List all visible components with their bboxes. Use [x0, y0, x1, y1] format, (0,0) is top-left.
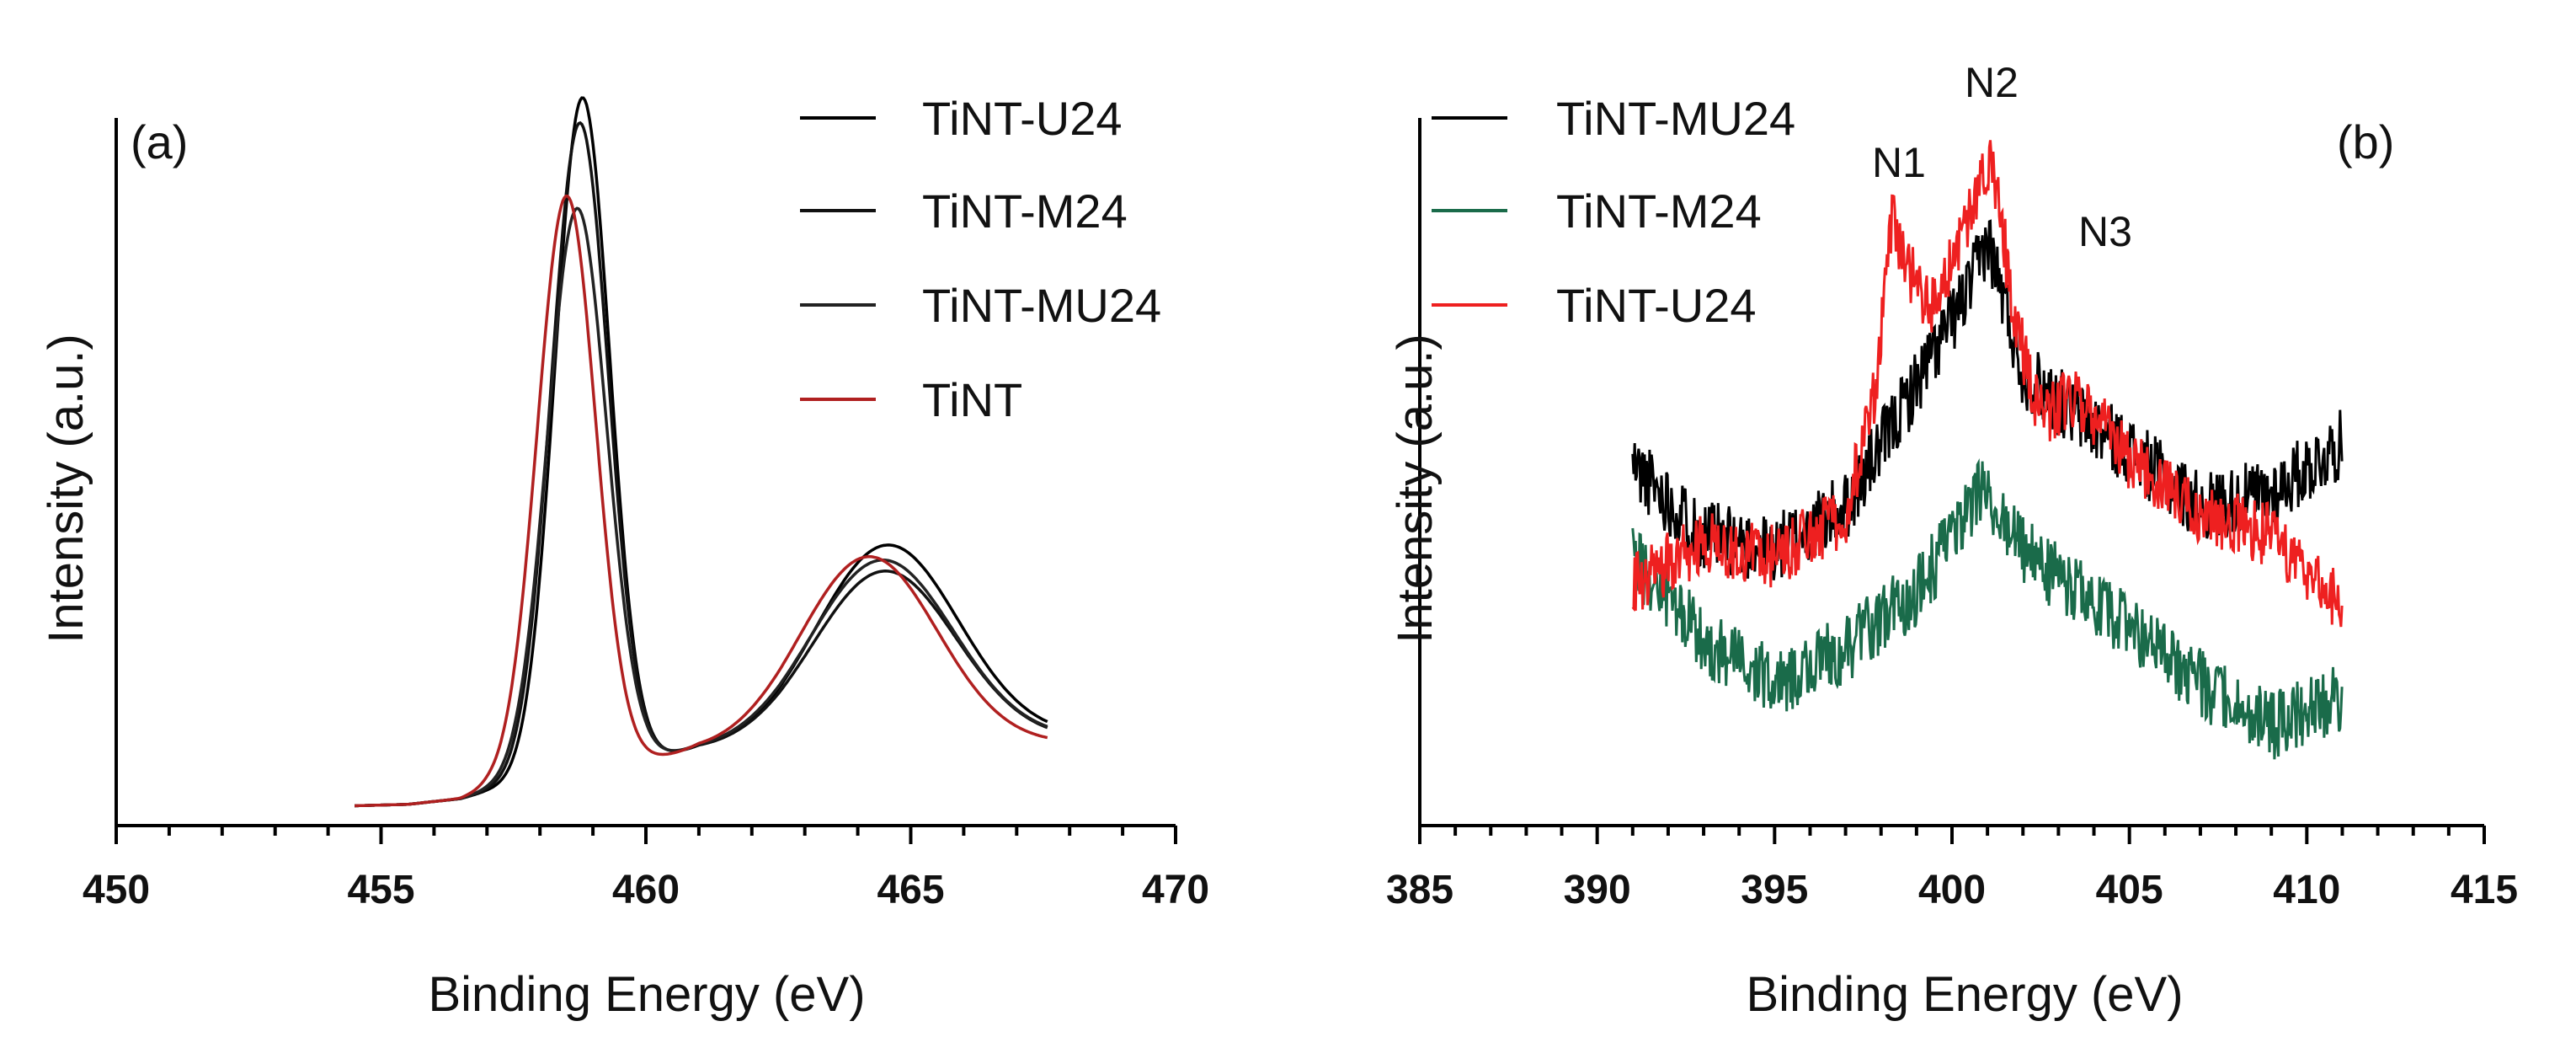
panel-a-series	[355, 96, 1048, 808]
annotation-n2: N2	[1965, 59, 2019, 106]
panel-b: 385 390 395 400 405 410 415 (b) Binding Energy…	[1386, 59, 2518, 1022]
x-tick-label: 450	[83, 868, 150, 912]
x-tick-label: 400	[1918, 868, 1986, 912]
legend-label-tint-u24-b: TiNT-U24	[1556, 279, 1757, 332]
x-tick-label: 460	[612, 868, 680, 912]
x-tick-label: 465	[877, 868, 944, 912]
annotation-n1: N1	[1872, 139, 1926, 186]
legend-label-tint: TiNT	[922, 373, 1022, 426]
legend-label-tint-m24-b: TiNT-M24	[1556, 184, 1762, 238]
panel-a-label: (a)	[131, 115, 188, 168]
panel-b-label: (b)	[2337, 115, 2394, 168]
panel-b-ylabel: Intensity (a.u.)	[1388, 334, 1443, 643]
x-tick-label: 410	[2273, 868, 2340, 912]
x-tick-label: 405	[2096, 868, 2163, 912]
legend-label-tint-m24: TiNT-M24	[922, 184, 1128, 238]
series-line-tint-mu24-b	[1631, 219, 2344, 580]
panel-a-legend: TiNT-U24 TiNT-M24 TiNT-MU24 TiNT	[800, 92, 1161, 426]
panel-a-ylabel: Intensity (a.u.)	[39, 334, 93, 643]
x-tick-label: 395	[1741, 868, 1808, 912]
legend-label-tint-mu24-b: TiNT-MU24	[1556, 92, 1795, 145]
panel-a: 450 455 460 465 470 (a) Binding Energy (eV) …	[39, 92, 1209, 1022]
series-line-tint-m24-b	[1631, 457, 2344, 760]
panel-a-xlabel: Binding Energy (eV)	[428, 967, 865, 1022]
panel-b-axes: 385 390 395 400 405 410 415	[1386, 118, 2518, 912]
legend-label-tint-u24: TiNT-U24	[922, 92, 1123, 145]
series-line-tint	[355, 194, 1048, 808]
panel-b-legend: TiNT-MU24 TiNT-M24 TiNT-U24	[1432, 92, 1795, 332]
annotation-n3: N3	[2078, 208, 2132, 255]
series-line-tint-u24-b	[1631, 140, 2344, 628]
x-tick-label: 470	[1142, 868, 1209, 912]
panel-b-series	[1631, 140, 2344, 760]
legend-label-tint-mu24: TiNT-MU24	[922, 279, 1161, 332]
x-tick-label: 390	[1564, 868, 1631, 912]
panel-b-xlabel: Binding Energy (eV)	[1746, 967, 2183, 1022]
x-tick-label: 415	[2451, 868, 2518, 912]
x-tick-label: 385	[1386, 868, 1453, 912]
x-tick-label: 455	[347, 868, 414, 912]
panel-a-axes: 450 455 460 465 470	[83, 118, 1209, 912]
